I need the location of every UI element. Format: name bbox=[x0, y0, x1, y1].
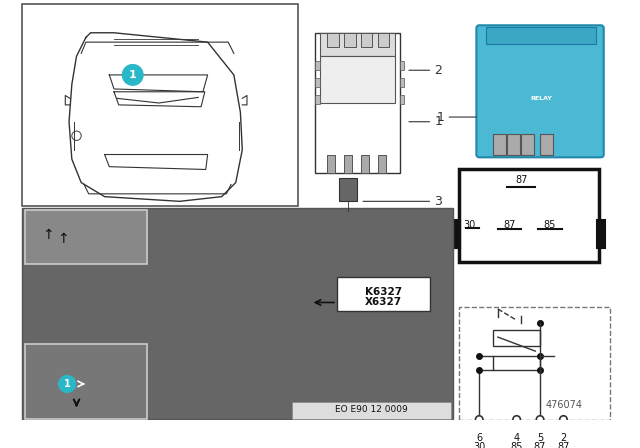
Text: RELAY: RELAY bbox=[530, 96, 552, 101]
FancyBboxPatch shape bbox=[476, 25, 604, 157]
Bar bbox=[344, 155, 352, 173]
Bar bbox=[399, 95, 404, 104]
Bar bbox=[316, 95, 320, 104]
Bar bbox=[493, 134, 506, 155]
Bar bbox=[320, 33, 395, 56]
Bar bbox=[378, 33, 389, 47]
Bar bbox=[486, 27, 596, 44]
Text: 1: 1 bbox=[435, 115, 442, 128]
Bar bbox=[459, 168, 599, 262]
Bar bbox=[361, 33, 372, 47]
Bar bbox=[320, 56, 395, 103]
Bar bbox=[508, 134, 520, 155]
Text: 87: 87 bbox=[534, 442, 547, 448]
Bar bbox=[522, 134, 534, 155]
Text: 3: 3 bbox=[435, 195, 442, 208]
Text: X6327: X6327 bbox=[365, 297, 402, 307]
Text: 85: 85 bbox=[543, 220, 556, 230]
Bar bbox=[344, 33, 356, 47]
Bar bbox=[316, 78, 320, 87]
Circle shape bbox=[513, 416, 520, 423]
Text: 1: 1 bbox=[129, 70, 136, 80]
Text: 1: 1 bbox=[64, 379, 70, 389]
FancyBboxPatch shape bbox=[337, 277, 429, 311]
Text: 87: 87 bbox=[557, 442, 570, 448]
Bar bbox=[493, 330, 540, 346]
Bar bbox=[493, 356, 540, 370]
Bar bbox=[292, 402, 451, 418]
Text: 2: 2 bbox=[561, 433, 566, 443]
Text: K6327: K6327 bbox=[365, 287, 402, 297]
Text: 2: 2 bbox=[435, 64, 442, 77]
Text: 6: 6 bbox=[476, 433, 483, 443]
Bar bbox=[597, 220, 605, 248]
Bar bbox=[540, 134, 553, 155]
Text: ↑: ↑ bbox=[57, 232, 68, 246]
Text: EO E90 12 0009: EO E90 12 0009 bbox=[335, 405, 408, 414]
Text: 87: 87 bbox=[503, 220, 515, 230]
Bar bbox=[25, 210, 147, 264]
Bar bbox=[316, 61, 320, 70]
Text: 85: 85 bbox=[511, 442, 523, 448]
Bar bbox=[328, 33, 339, 47]
Bar bbox=[399, 61, 404, 70]
Bar bbox=[459, 307, 611, 419]
Circle shape bbox=[122, 65, 143, 85]
Text: 5: 5 bbox=[537, 433, 543, 443]
Text: ↑: ↑ bbox=[43, 228, 54, 241]
Text: 30: 30 bbox=[463, 220, 476, 230]
Circle shape bbox=[59, 375, 76, 392]
Bar bbox=[328, 155, 335, 173]
Text: 30: 30 bbox=[473, 442, 485, 448]
Text: 476074: 476074 bbox=[545, 400, 582, 410]
Bar bbox=[378, 155, 385, 173]
Text: 4: 4 bbox=[513, 433, 520, 443]
Circle shape bbox=[536, 416, 544, 423]
Bar bbox=[453, 220, 460, 248]
Circle shape bbox=[560, 416, 567, 423]
Bar bbox=[22, 4, 298, 206]
Bar bbox=[316, 33, 399, 173]
Bar bbox=[339, 178, 358, 201]
Bar bbox=[399, 78, 404, 87]
Text: 87: 87 bbox=[515, 176, 527, 185]
Text: 1: 1 bbox=[436, 111, 445, 124]
Bar bbox=[361, 155, 369, 173]
Circle shape bbox=[476, 416, 483, 423]
Bar bbox=[22, 208, 453, 418]
Bar bbox=[25, 344, 147, 418]
